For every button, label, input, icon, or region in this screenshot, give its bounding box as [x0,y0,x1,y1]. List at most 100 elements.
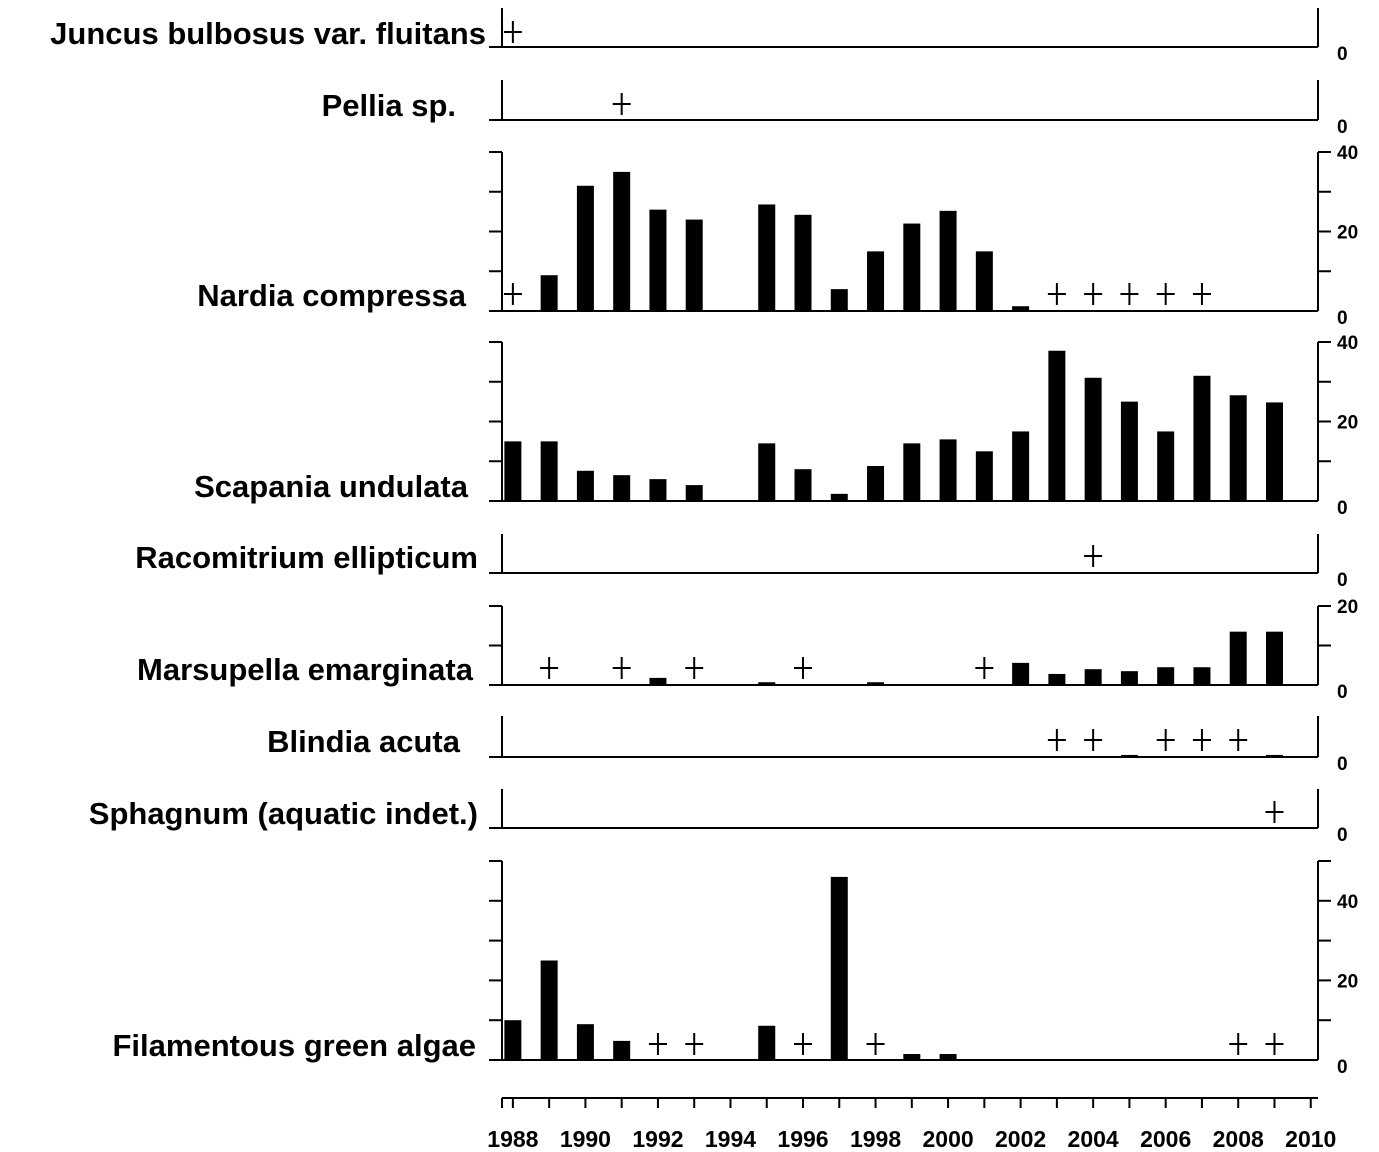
y-tick-label: 0 [1337,44,1348,65]
year-tick-label: 1992 [632,1126,683,1152]
bar-2007 [1193,375,1211,501]
bar-2000 [939,439,957,501]
presence-marker-1993 [685,1033,704,1055]
panel-juncus-bulbosus-var-fluitans: Juncus bulbosus var. fluitans 0 [50,8,1348,65]
y-tick-label: 0 [1337,117,1348,138]
year-tick-label: 2010 [1285,1126,1336,1152]
bar-1989 [540,960,558,1060]
presence-marker-1993 [685,657,704,679]
bar-1993 [685,485,703,501]
bar-2006 [1157,431,1175,501]
bar-2000 [939,1054,957,1060]
species-label: Sphagnum (aquatic indet.) [89,796,478,831]
panel-scapania-undulata: Scapania undulata 0 20 40 [194,333,1358,519]
bar-1998 [867,682,885,685]
bar-2005 [1120,671,1138,685]
bar-1992 [649,677,667,685]
bar-1995 [758,443,776,501]
presence-marker-1992 [648,1033,667,1055]
bar-1996 [794,469,812,501]
presence-marker-1989 [540,657,559,679]
bar-1995 [758,1025,776,1060]
bar-1995 [758,204,776,311]
presence-marker-2007 [1192,283,1211,305]
bar-2006 [1157,667,1175,685]
presence-marker-2005 [1120,283,1139,305]
presence-marker-1991 [612,93,631,115]
bar-2009 [1265,402,1283,501]
bar-1999 [903,443,921,501]
presence-marker-2008 [1229,729,1248,751]
y-tick-label: 0 [1337,1057,1348,1078]
bar-2002 [1012,306,1030,311]
bar-1990 [576,470,594,501]
bar-1995 [758,682,776,685]
bar-1991 [613,171,631,311]
bar-2008 [1229,631,1247,685]
presence-marker-2001 [975,657,994,679]
species-label: Scapania undulata [194,469,469,504]
panel-pellia-sp: Pellia sp. 0 [322,80,1348,138]
y-tick-label: 40 [1337,333,1358,354]
year-tick-label: 2000 [922,1126,973,1152]
year-tick-label: 1990 [560,1126,611,1152]
y-tick-label: 20 [1337,597,1358,618]
bar-1990 [576,1024,594,1060]
bar-2001 [975,251,993,311]
panel-racomitrium-ellipticum: Racomitrium ellipticum 0 [135,534,1348,591]
species-label: Nardia compressa [197,278,467,313]
bar-2007 [1193,667,1211,685]
year-tick-label: 1996 [777,1126,828,1152]
bar-1992 [649,479,667,501]
year-tick-label: 2006 [1140,1126,1191,1152]
presence-marker-1996 [794,1033,813,1055]
presence-marker-2003 [1047,729,1066,751]
year-tick-label: 2008 [1213,1126,1264,1152]
bar-2002 [1012,662,1030,685]
bar-2005 [1120,401,1138,501]
bar-1992 [649,209,667,311]
species-label: Pellia sp. [322,88,456,123]
year-tick-label: 1998 [850,1126,901,1152]
bar-2002 [1012,431,1030,501]
bar-1991 [613,1040,631,1060]
presence-marker-2008 [1229,1033,1248,1055]
bar-2000 [939,210,957,311]
bar-1996 [794,214,812,311]
y-tick-label: 0 [1337,498,1348,519]
bar-2004 [1084,669,1102,685]
panel-marsupella-emarginata: Marsupella emarginata 0 20 [137,597,1358,703]
presence-marker-1988 [503,283,522,305]
year-tick-label: 2004 [1068,1126,1119,1152]
bar-2009 [1265,754,1283,757]
presence-marker-1998 [866,1033,885,1055]
bar-1997 [830,493,848,501]
bar-1997 [830,289,848,311]
y-tick-label: 0 [1337,682,1348,703]
presence-marker-2004 [1084,545,1103,567]
species-label: Juncus bulbosus var. fluitans [50,16,486,51]
bar-1990 [576,185,594,311]
presence-marker-1991 [612,657,631,679]
y-tick-label: 20 [1337,971,1358,992]
panel-blindia-acuta: Blindia acuta 0 [267,716,1348,775]
bar-1988 [504,441,522,501]
presence-marker-2004 [1084,283,1103,305]
bar-1993 [685,219,703,311]
presence-marker-2004 [1084,729,1103,751]
year-tick-label: 1988 [487,1126,538,1152]
bar-1999 [903,223,921,311]
year-axis: 1988 1990 1992 1994 1996 1998 2000 2002 2004 2006… [487,1097,1336,1152]
species-label: Filamentous green algae [113,1028,477,1063]
panel-nardia-compressa: Nardia compressa 0 20 40 [197,143,1358,329]
bar-1988 [504,1020,522,1060]
bar-1989 [540,441,558,501]
bar-2001 [975,451,993,501]
y-tick-label: 40 [1337,143,1358,164]
year-tick-label: 2002 [995,1126,1046,1152]
presence-marker-2003 [1047,283,1066,305]
bar-1991 [613,475,631,501]
y-tick-label: 20 [1337,223,1358,244]
bar-2009 [1265,631,1283,685]
